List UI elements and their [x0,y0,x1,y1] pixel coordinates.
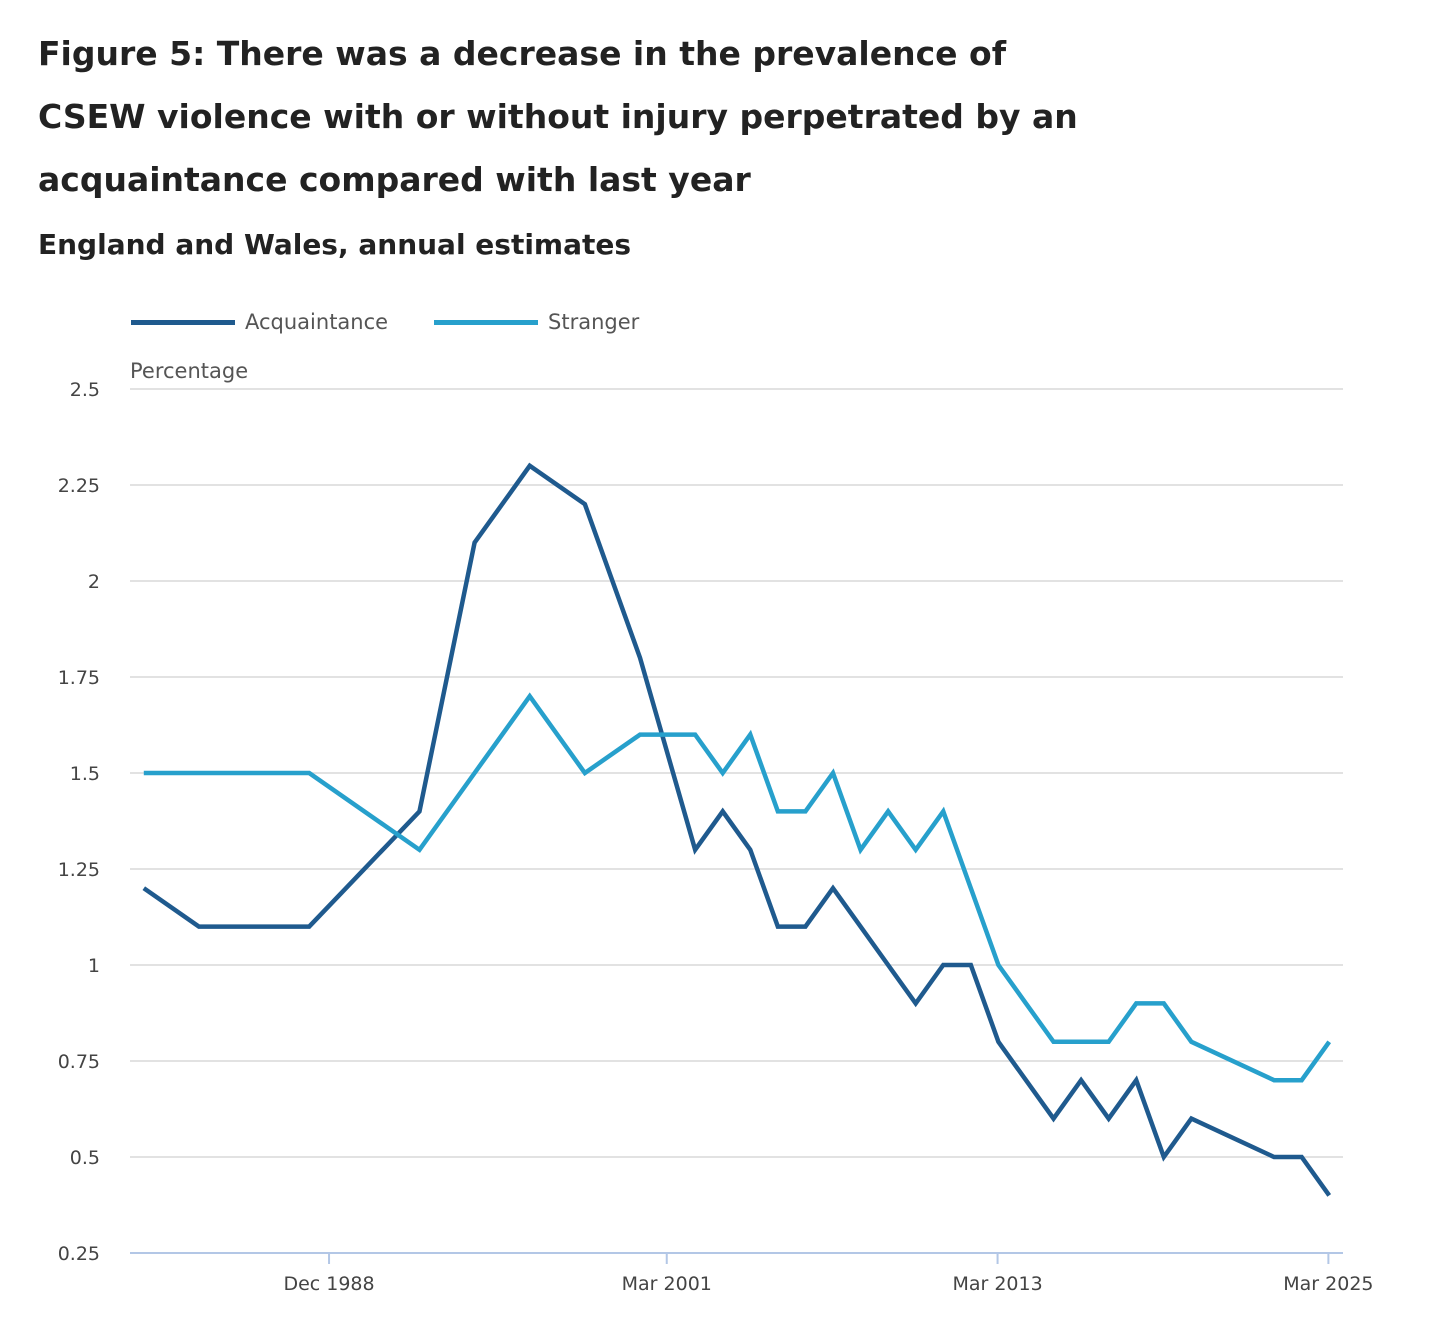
y-tick-label: 0.5 [70,1147,100,1169]
y-axis-label: Percentage [130,359,249,383]
series-line-stranger [143,692,1332,1083]
y-tick-label: 2.5 [70,379,100,401]
legend-swatch-acquaintance [131,319,235,325]
legend-label: Acquaintance [245,310,389,334]
y-tick-label: 2 [88,571,100,593]
legend-item-stranger: Stranger [434,310,639,334]
y-tick-label: 1.75 [58,667,100,689]
x-tick-label: Mar 2001 [622,1273,712,1295]
y-tick-label: 1.25 [58,859,100,881]
series-line-acquaintance [142,462,1332,1197]
legend-label: Stranger [548,310,640,334]
chart-subtitle: England and Wales, annual estimates [38,228,632,261]
x-tick-label: Mar 2025 [1283,1273,1373,1295]
legend-swatch-stranger [434,319,538,325]
chart-title: Figure 5: There was a decrease in the pr… [38,34,1078,199]
x-tick-label: Mar 2013 [952,1273,1042,1295]
x-tick-label: Dec 1988 [283,1273,374,1295]
y-tick-label: 1 [88,955,100,977]
y-tick-label: 1.5 [70,763,100,785]
y-tick-label: 2.25 [58,475,100,497]
y-tick-label: 0.25 [58,1243,100,1265]
legend-item-acquaintance: Acquaintance [131,310,388,334]
y-tick-label: 0.75 [58,1051,100,1073]
